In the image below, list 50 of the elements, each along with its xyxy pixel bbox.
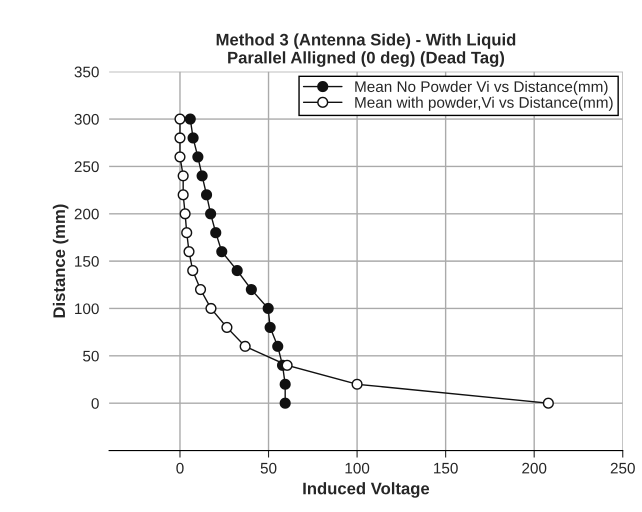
point — [280, 378, 291, 390]
point — [280, 398, 291, 409]
point — [183, 246, 195, 258]
point — [210, 227, 222, 238]
point — [352, 378, 363, 390]
point — [180, 208, 191, 220]
y-tick-label: 350 — [74, 66, 99, 78]
point — [246, 284, 257, 296]
point — [272, 340, 284, 352]
point — [188, 132, 199, 144]
y-tick-label: 300 — [74, 114, 99, 125]
x-tick-label: 100 — [346, 462, 370, 474]
x-tick-label: 200 — [522, 462, 546, 474]
x-tick-label: 250 — [610, 462, 635, 474]
point — [232, 265, 243, 276]
point — [542, 398, 554, 409]
point — [181, 227, 192, 238]
point — [282, 360, 293, 371]
point — [194, 284, 206, 296]
x-tick-label: 50 — [260, 462, 276, 474]
point — [205, 302, 217, 314]
y-axis-title: Distance (mm) — [52, 204, 68, 318]
point — [174, 151, 186, 162]
point — [192, 151, 204, 162]
legend-label: Mean with powder,Vi vs Distance(mm) — [355, 96, 613, 111]
point — [264, 322, 276, 333]
point — [178, 189, 189, 200]
point — [205, 208, 216, 220]
x-tick-label: 150 — [434, 462, 458, 474]
point — [174, 113, 186, 125]
point — [200, 189, 212, 200]
point — [216, 246, 228, 258]
point — [174, 132, 186, 144]
chart-title: Method 3 (Antenna Side) - With Liquid Parallel Alligned (0 deg) (Dead Tag) — [216, 33, 516, 67]
legend-label: Mean No Powder Vi vs Distance(mm) — [355, 80, 608, 96]
point — [184, 113, 196, 125]
point — [240, 340, 251, 352]
point — [196, 170, 208, 182]
y-tick-label: 250 — [74, 161, 99, 172]
point — [178, 170, 189, 182]
y-tick-label: 100 — [75, 303, 99, 314]
x-tick-label: 0 — [176, 462, 184, 474]
point — [187, 265, 198, 276]
x-axis-title: Induced Voltage — [303, 482, 430, 498]
y-tick-label: 200 — [74, 208, 99, 220]
y-tick-label: 150 — [75, 256, 99, 267]
y-tick-label: 50 — [83, 350, 99, 362]
point — [262, 302, 274, 314]
point — [221, 322, 232, 333]
y-tick-label: 0 — [92, 398, 99, 409]
